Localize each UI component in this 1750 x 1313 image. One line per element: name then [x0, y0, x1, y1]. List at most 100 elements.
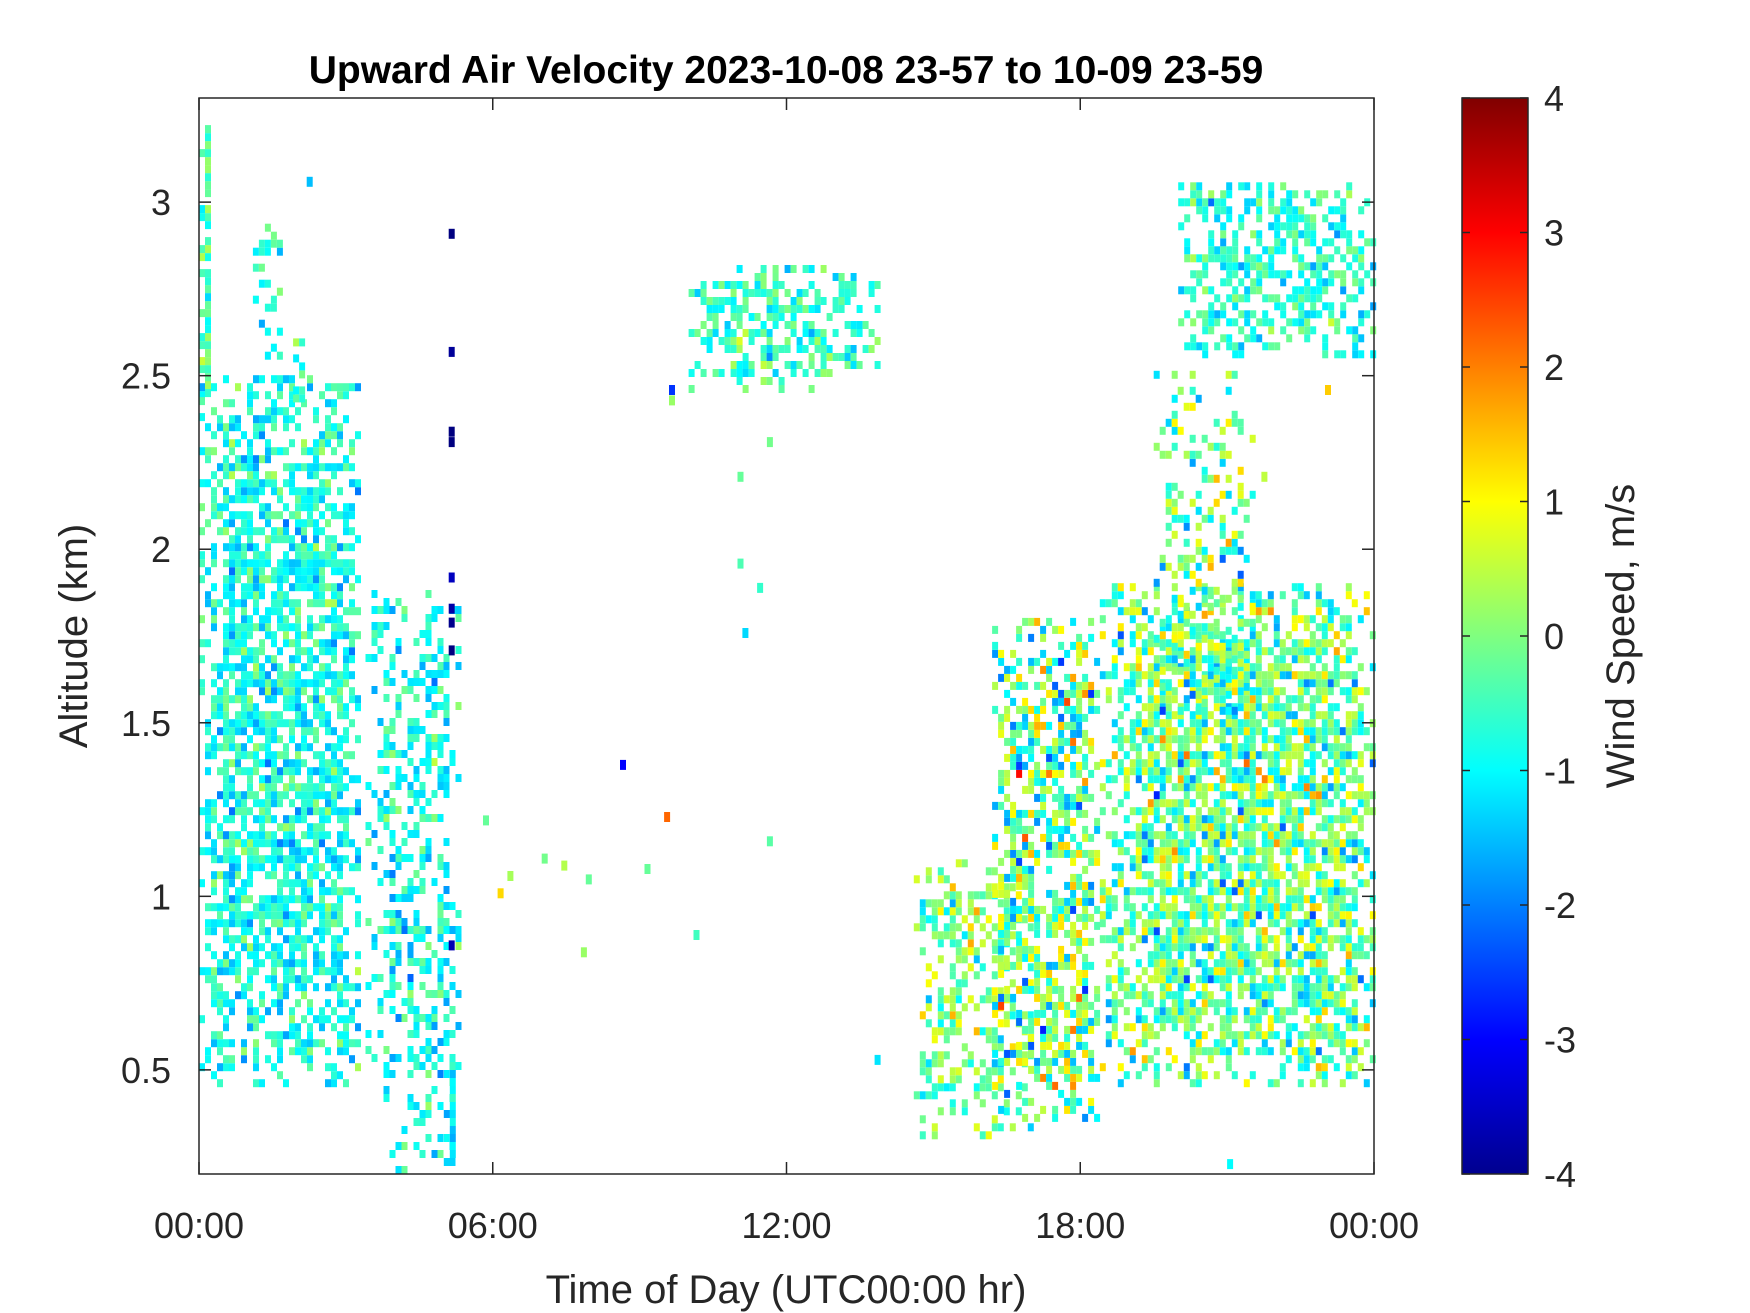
- heatmap-cell: [1267, 799, 1274, 808]
- heatmap-cell: [241, 487, 247, 496]
- heatmap-cell: [271, 695, 277, 704]
- heatmap-cell: [1177, 650, 1184, 659]
- heatmap-cell: [961, 1043, 968, 1052]
- heatmap-cell: [235, 767, 241, 776]
- heatmap-cell: [979, 939, 986, 948]
- heatmap-cell: [1213, 498, 1220, 507]
- heatmap-cell: [949, 899, 956, 908]
- heatmap-cell: [1159, 855, 1166, 864]
- heatmap-cell: [931, 1027, 938, 1036]
- heatmap-cell: [1153, 799, 1160, 808]
- heatmap-cell: [1243, 959, 1250, 968]
- heatmap-cell: [301, 703, 307, 712]
- heatmap-cell: [1273, 863, 1280, 872]
- heatmap-cell: [1339, 823, 1346, 832]
- heatmap-cell: [247, 719, 253, 728]
- heatmap-cell: [277, 719, 283, 728]
- heatmap-cell: [1303, 735, 1310, 744]
- heatmap-cell: [1213, 631, 1220, 640]
- heatmap-cell: [1249, 711, 1256, 720]
- heatmap-cell: [1333, 655, 1340, 664]
- heatmap-cell: [1004, 993, 1011, 1002]
- heatmap-cell: [1052, 1049, 1059, 1058]
- heatmap-cell: [265, 471, 271, 480]
- heatmap-cell: [443, 790, 450, 798]
- heatmap-cell: [413, 1062, 420, 1070]
- heatmap-cell: [307, 887, 313, 896]
- heatmap-cell: [413, 822, 420, 830]
- heatmap-cell: [337, 543, 343, 552]
- heatmap-cell: [700, 337, 707, 345]
- heatmap-cell: [229, 559, 235, 568]
- heatmap-cell: [1291, 743, 1298, 752]
- heatmap-cell: [277, 383, 283, 392]
- heatmap-cell: [1190, 270, 1197, 279]
- heatmap-cell: [919, 1067, 926, 1076]
- heatmap-cell: [1285, 919, 1292, 928]
- heatmap-cell: [1219, 727, 1226, 736]
- heatmap-cell: [820, 369, 827, 377]
- heatmap-cell: [301, 943, 307, 952]
- heatmap-cell: [1231, 578, 1238, 587]
- heatmap-cell: [1123, 1007, 1130, 1016]
- heatmap-cell: [253, 1079, 259, 1088]
- heatmap-cell: [1010, 649, 1017, 658]
- heatmap-cell: [1363, 791, 1370, 800]
- heatmap-cell: [1255, 679, 1262, 688]
- heatmap-cell: [1141, 1023, 1148, 1032]
- heatmap-cell: [241, 527, 247, 536]
- heatmap-cell: [1028, 729, 1035, 738]
- heatmap-cell: [991, 939, 998, 948]
- heatmap-cell: [1070, 1057, 1077, 1066]
- heatmap-cell: [1255, 951, 1262, 960]
- heatmap-cell: [1201, 823, 1208, 832]
- heatmap-cell: [223, 791, 229, 800]
- heatmap-cell: [1339, 999, 1346, 1008]
- heatmap-cell: [1099, 935, 1106, 944]
- heatmap-cell: [1117, 767, 1124, 776]
- heatmap-cell: [1339, 815, 1346, 824]
- heatmap-cell: [931, 931, 938, 940]
- heatmap-cell: [307, 583, 313, 592]
- heatmap-cell: [1088, 961, 1095, 970]
- heatmap-cell: [1123, 607, 1130, 616]
- heatmap-cell: [211, 735, 217, 744]
- heatmap-cell: [223, 815, 229, 824]
- heatmap-cell: [1165, 418, 1172, 427]
- heatmap-cell: [389, 782, 396, 790]
- heatmap-cell: [1363, 879, 1370, 888]
- heatmap-cell: [1028, 1049, 1035, 1058]
- heatmap-cell: [419, 654, 426, 662]
- heatmap-cell: [293, 394, 300, 403]
- heatmap-cell: [1327, 743, 1334, 752]
- heatmap-cell: [1292, 302, 1299, 311]
- heatmap-cell: [223, 495, 229, 504]
- heatmap-cell: [931, 1083, 938, 1092]
- heatmap-cell: [862, 321, 869, 329]
- heatmap-cell: [1291, 1007, 1298, 1016]
- heatmap-cell: [1195, 679, 1202, 688]
- heatmap-cell: [389, 974, 396, 982]
- heatmap-cell: [1262, 294, 1269, 303]
- heatmap-cell: [283, 631, 289, 640]
- heatmap-cell: [1141, 903, 1148, 912]
- heatmap-cell: [997, 1083, 1004, 1092]
- heatmap-cell: [319, 1023, 325, 1032]
- heatmap-cell: [1273, 711, 1280, 720]
- heatmap-cell: [247, 751, 253, 760]
- heatmap-cell: [217, 999, 223, 1008]
- heatmap-cell: [1076, 993, 1083, 1002]
- heatmap-cell: [301, 911, 307, 920]
- heatmap-cell: [997, 1067, 1004, 1076]
- heatmap-cell: [199, 357, 205, 366]
- heatmap-cell: [1123, 703, 1130, 712]
- heatmap-cell: [1195, 1039, 1202, 1048]
- heatmap-cell: [283, 759, 289, 768]
- heatmap-cell: [1309, 783, 1316, 792]
- heatmap-cell: [419, 1110, 426, 1118]
- heatmap-cell: [1225, 839, 1232, 848]
- heatmap-cell: [223, 399, 229, 408]
- heatmap-cell: [1357, 879, 1364, 888]
- heatmap-cell: [1286, 214, 1293, 223]
- heatmap-cell: [1070, 1065, 1077, 1074]
